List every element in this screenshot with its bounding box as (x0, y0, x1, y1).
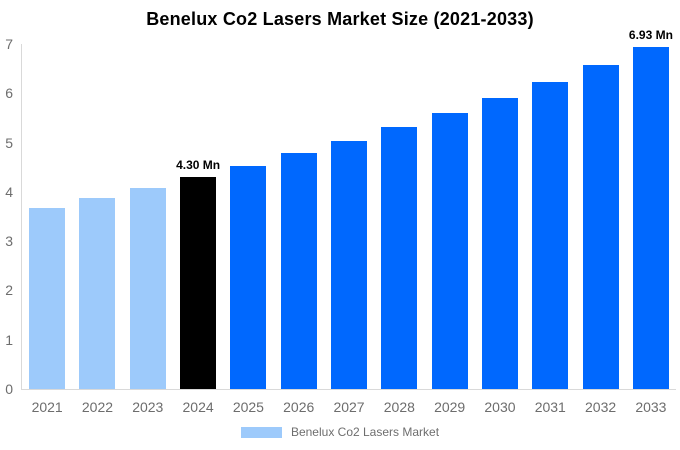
x-tick-label-2031: 2031 (534, 399, 566, 415)
bar-slot-2021: 2021 (22, 44, 72, 414)
bar-2026 (280, 153, 317, 389)
x-tick-label-2028: 2028 (383, 399, 415, 415)
bar-slot-2033: 6.93 Mn 2033 (626, 29, 676, 414)
y-tick-label-5: 5 (5, 134, 13, 151)
x-tick-label-2033: 2033 (635, 399, 667, 415)
y-tick-label-2: 2 (5, 282, 13, 299)
x-tick-label-2021: 2021 (31, 399, 63, 415)
bar-2032 (582, 65, 619, 389)
bar-2024 (180, 177, 217, 389)
x-tick-label-2027: 2027 (333, 399, 365, 415)
bar-2025 (230, 165, 267, 389)
bar-2022 (79, 198, 116, 389)
x-tick-label-2026: 2026 (283, 399, 315, 415)
bar-slot-2031: 2031 (525, 44, 575, 414)
bar-2030 (481, 97, 518, 389)
bar-slot-2023: 2023 (123, 44, 173, 414)
y-tick-label-0: 0 (5, 381, 13, 397)
legend-swatch (240, 426, 282, 438)
y-tick-label-7: 7 (5, 36, 13, 52)
x-tick-label-2022: 2022 (81, 399, 114, 415)
plot-area: 2021 2022 2023 4.30 Mn 2024 2025 2026 2027 2028 2… (21, 29, 676, 414)
bar-slot-2025: 2025 (223, 44, 273, 414)
x-tick-label-2024: 2024 (182, 399, 214, 415)
y-tick-label-1: 1 (5, 331, 13, 348)
bar-2029 (431, 113, 468, 389)
legend-item[interactable]: Benelux Co2 Lasers Market (0, 426, 680, 438)
bar-slot-2026: 2026 (274, 44, 324, 414)
x-tick-label-2029: 2029 (434, 399, 466, 415)
bar-slot-2022: 2022 (72, 44, 122, 414)
x-tick-label-2032: 2032 (585, 399, 617, 415)
bar-slot-2027: 2027 (324, 44, 374, 414)
x-tick-label-2025: 2025 (232, 399, 264, 415)
bar-slot-2028: 2028 (374, 44, 424, 414)
bar-2028 (381, 127, 418, 389)
y-tick-label-3: 3 (5, 233, 13, 250)
bar-2023 (129, 187, 166, 389)
bar-2033 (632, 47, 669, 389)
bar-2031 (532, 81, 569, 389)
x-tick-label-2023: 2023 (132, 399, 164, 415)
y-axis: 0 1 2 3 4 5 6 7 (0, 37, 13, 396)
bar-value-label-2024: 4.30 Mn (176, 158, 221, 173)
bar-slot-2029: 2029 (425, 44, 475, 414)
x-tick-label-2030: 2030 (484, 399, 516, 415)
y-tick-label-4: 4 (5, 183, 13, 200)
bar-slot-2032: 2032 (575, 44, 625, 414)
bar-slot-2024: 4.30 Mn 2024 (173, 44, 223, 414)
bar-2021 (29, 208, 66, 389)
bar-value-label-2033: 6.93 Mn (628, 28, 673, 43)
chart-title: Benelux Co2 Lasers Market Size (2021-203… (146, 9, 534, 29)
legend-label: Benelux Co2 Lasers Market (290, 425, 440, 439)
bar-slot-2030: 2030 (475, 44, 525, 414)
y-tick-label-6: 6 (5, 85, 13, 102)
bar-2027 (331, 140, 368, 389)
